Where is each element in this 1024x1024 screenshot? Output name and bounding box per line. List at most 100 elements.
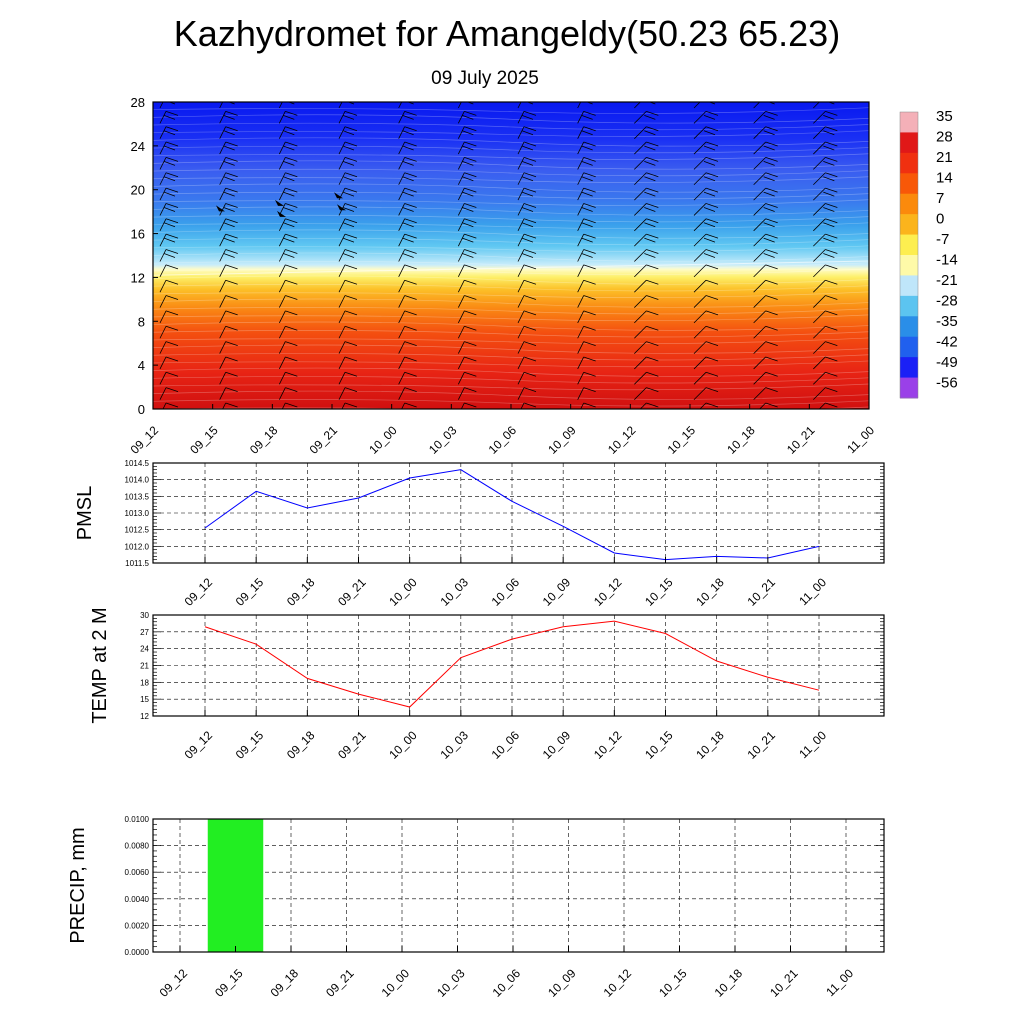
wind-barb [517, 356, 537, 370]
colorbar-label: 28 [936, 129, 953, 146]
colorbar-label: -35 [936, 313, 958, 330]
wind-barb [634, 356, 659, 370]
wind-barb [634, 187, 659, 201]
wind-barb [457, 110, 477, 124]
wind-barb [753, 102, 775, 109]
contour-line [153, 245, 869, 252]
wind-barb [577, 172, 596, 185]
precip-bar [207, 819, 264, 952]
xtick-label: 10_15 [656, 966, 690, 1000]
wind-barb [159, 387, 179, 400]
colorbar-label: -28 [936, 293, 958, 310]
wind-barb [693, 172, 719, 186]
wind-barb [457, 141, 477, 155]
wind-barb [517, 249, 537, 262]
wind-barb [818, 402, 838, 409]
wind-barb [398, 141, 417, 155]
wind-barb [219, 233, 238, 247]
xtick-label: 10_09 [540, 575, 574, 609]
ytick-label: 12 [140, 712, 149, 721]
wind-barb [813, 233, 838, 247]
ytick-label: 1012.0 [125, 542, 150, 551]
wind-barb [813, 157, 838, 170]
xtick-label: 09_21 [335, 728, 369, 762]
heatmap-xtick-label: 10_09 [545, 423, 579, 457]
wind-barb [457, 325, 477, 339]
xtick-label: 10_06 [489, 728, 523, 762]
wind-barb [577, 279, 596, 293]
heatmap-xtick-label: 10_03 [426, 423, 460, 457]
heatmap-ytick-label: 0 [138, 402, 145, 417]
xtick-label: 09_12 [182, 575, 216, 609]
ytick-label: 1013.5 [125, 492, 150, 501]
wind-barb [873, 234, 897, 246]
heatmap-xtick-label: 10_06 [486, 423, 520, 457]
wind-barb [517, 110, 537, 124]
wind-barb [278, 325, 298, 339]
wind-barb [159, 203, 179, 216]
colorbar-swatch [900, 112, 918, 133]
wind-barb [457, 279, 477, 293]
heatmap-ytick-label: 8 [138, 314, 145, 329]
wind-barb [753, 249, 778, 262]
wind-barb [219, 249, 238, 262]
wind-barb [338, 233, 358, 247]
wind-barb [338, 249, 358, 262]
colorbar-swatch [900, 132, 918, 154]
wind-barb [338, 172, 358, 185]
wind-barb [219, 203, 238, 216]
wind-barb [517, 341, 537, 354]
wind-barb [517, 187, 537, 201]
wind-barb [580, 402, 596, 409]
ytick-label: 0.0060 [125, 868, 150, 877]
ytick-label: 1011.5 [125, 559, 149, 568]
wind-barb [634, 341, 659, 354]
wind-barb [577, 233, 596, 247]
contour-line [153, 252, 869, 262]
wind-barb [634, 141, 659, 155]
xtick-label: 10_21 [767, 966, 801, 1000]
wind-barb [634, 102, 656, 109]
wind-barb [338, 264, 358, 278]
xtick-label: 10_21 [744, 728, 778, 762]
contour-line [153, 122, 869, 131]
wind-barb [398, 279, 417, 293]
wind-barb [517, 264, 537, 278]
wind-barb [338, 387, 358, 400]
wind-barb [338, 218, 358, 231]
wind-barb [693, 126, 719, 139]
xtick-label: 10_12 [591, 728, 625, 762]
heatmap-xtick-label: 09_12 [128, 423, 162, 457]
wind-barb [159, 356, 179, 370]
wind-barb [753, 141, 778, 155]
contour-line [153, 191, 869, 200]
wind-barb [693, 341, 719, 354]
wind-barb [338, 310, 358, 324]
wind-barb [517, 387, 537, 400]
wind-barb [457, 310, 477, 324]
contour-line [153, 107, 869, 114]
wind-barb [693, 249, 719, 262]
wind-barb [457, 102, 474, 109]
colorbar: 35 28 21 14 7 0 -7 -14 -21 -28 -35 -42 -49 -56 [899, 108, 958, 399]
ytick-label: 0.0000 [125, 948, 150, 957]
wind-barb [577, 102, 593, 109]
wind-barb [159, 341, 179, 354]
contour-line [153, 360, 869, 368]
wind-barb [577, 141, 596, 155]
wind-barb [338, 295, 358, 308]
wind-barb [278, 387, 298, 400]
wind-barb [634, 126, 659, 139]
wind-barb [813, 141, 838, 155]
wind-barb [517, 203, 537, 216]
wind-barb [693, 325, 719, 339]
wind-barb [159, 264, 179, 278]
contour-line [153, 307, 869, 315]
contour-line [153, 222, 869, 229]
y-axis-title: PMSL [74, 486, 96, 540]
wind-barb [457, 371, 477, 385]
wind-barb [517, 233, 537, 247]
heatmap-xtick-label: 10_00 [366, 423, 400, 457]
wind-barb [159, 110, 179, 124]
